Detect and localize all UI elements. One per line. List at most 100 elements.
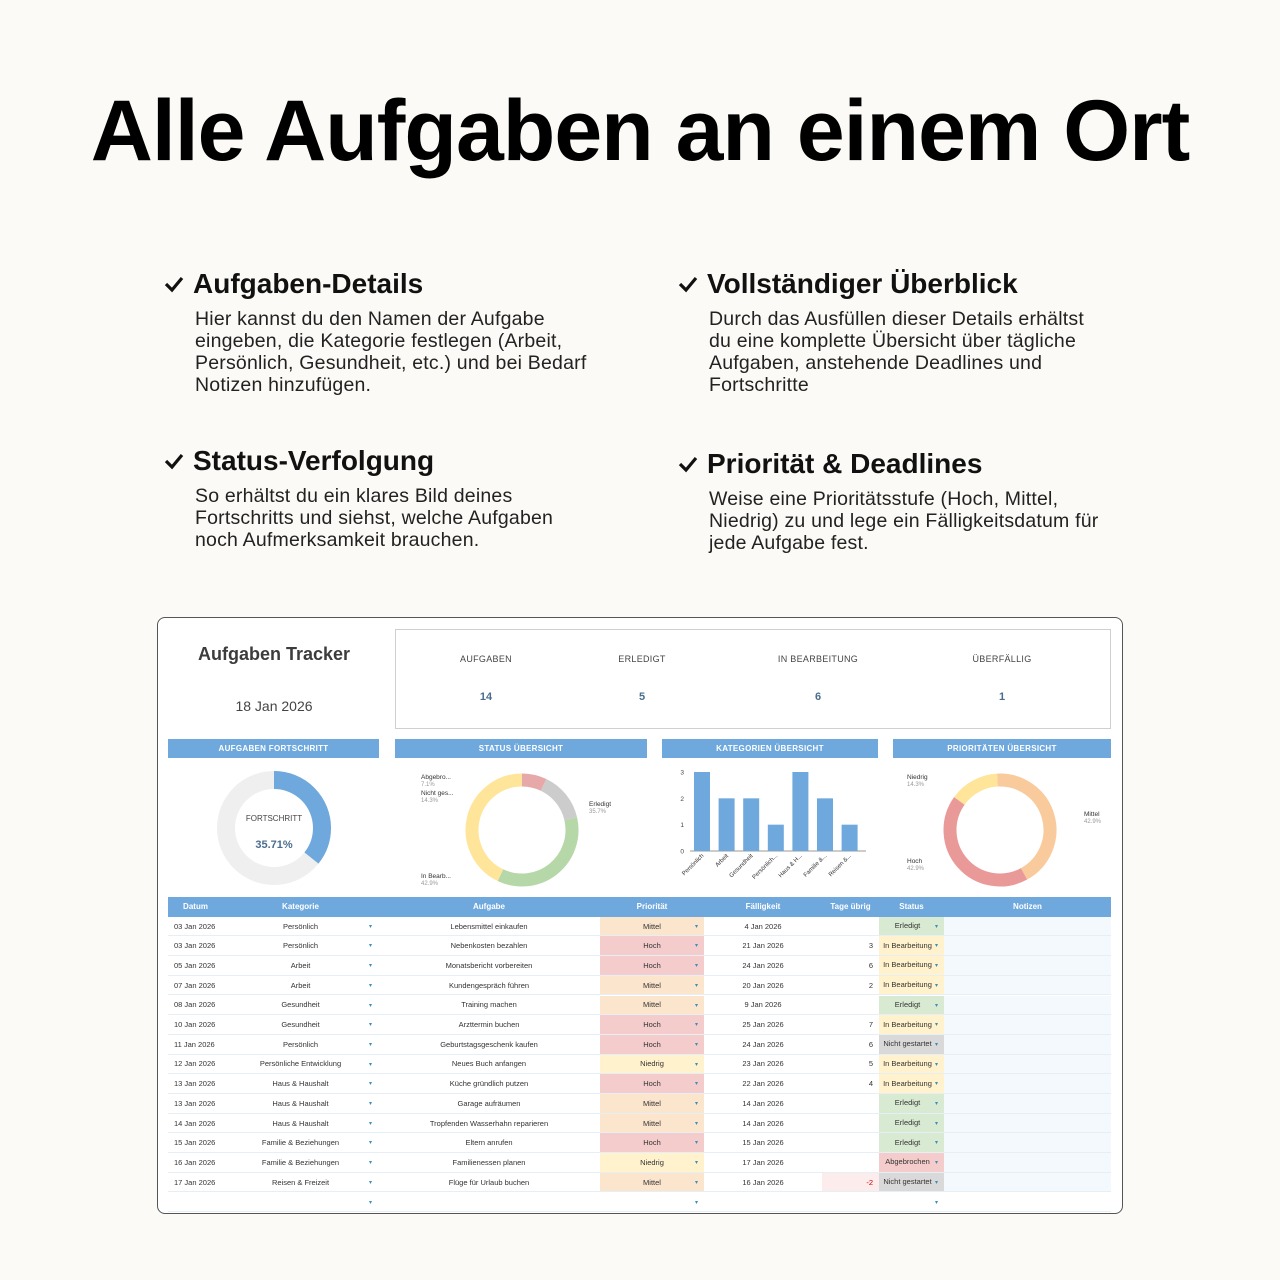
dropdown-arrow-icon[interactable]: ▾ [695, 1061, 699, 1068]
dropdown-arrow-icon[interactable]: ▾ [695, 1022, 699, 1029]
cell-prioritaet[interactable]: Mittel [600, 995, 704, 1015]
dropdown-arrow-icon[interactable]: ▾ [369, 1120, 373, 1127]
cell-kategorie[interactable]: Haus & Haushalt [272, 1079, 329, 1089]
cell-prioritaet[interactable]: Mittel [600, 1094, 704, 1113]
dropdown-arrow-icon[interactable]: ▾ [369, 1002, 373, 1009]
cell-status[interactable]: Erledigt [879, 1094, 944, 1113]
dropdown-arrow-icon[interactable]: ▾ [369, 1061, 373, 1068]
cell-status[interactable]: In Bearbeitung [879, 1054, 944, 1074]
cell-status[interactable]: Abgebrochen [879, 1153, 944, 1172]
cell-kategorie[interactable]: Persönlich [282, 941, 319, 951]
cell-prioritaet[interactable]: Hoch [600, 1074, 704, 1093]
dropdown-arrow-icon[interactable]: ▾ [935, 1120, 939, 1127]
cell-status[interactable]: Erledigt [879, 1113, 944, 1133]
dropdown-arrow-icon[interactable]: ▾ [695, 963, 699, 970]
cell-notizen[interactable] [944, 995, 1111, 1015]
table-row-empty[interactable]: ▾ ▾ ▾ [168, 1193, 1111, 1213]
dropdown-arrow-icon[interactable]: ▾ [369, 923, 373, 930]
cell-kategorie[interactable]: Persönlich [282, 1039, 319, 1049]
dropdown-arrow-icon[interactable]: ▾ [369, 1179, 373, 1186]
dropdown-arrow-icon[interactable]: ▾ [935, 1101, 939, 1107]
dropdown-arrow-icon[interactable]: ▾ [369, 1041, 373, 1048]
dropdown-arrow-icon[interactable]: ▾ [369, 982, 373, 989]
dropdown-arrow-icon[interactable]: ▾ [369, 1199, 373, 1206]
cell-notizen[interactable] [944, 1034, 1111, 1054]
cell-status[interactable]: In Bearbeitung [879, 1074, 944, 1093]
cell-status[interactable]: In Bearbeitung [879, 1015, 944, 1034]
cell-status[interactable]: In Bearbeitung [879, 956, 944, 975]
dropdown-arrow-icon[interactable]: ▾ [369, 1081, 373, 1088]
cell-notizen[interactable] [944, 956, 1111, 975]
cell-prioritaet[interactable]: Hoch [600, 1015, 704, 1034]
dropdown-arrow-icon[interactable]: ▾ [695, 982, 699, 989]
cell-kategorie[interactable]: Haus & Haushalt [272, 1118, 329, 1128]
dropdown-arrow-icon[interactable]: ▾ [695, 1120, 699, 1127]
dropdown-arrow-icon[interactable]: ▾ [695, 1179, 699, 1186]
dropdown-arrow-icon[interactable]: ▾ [695, 1041, 699, 1048]
cell-prioritaet[interactable]: Niedrig [600, 1153, 704, 1172]
cell-kategorie[interactable]: Gesundheit [281, 1020, 320, 1030]
cell-kategorie[interactable]: Familie & Beziehungen [261, 1138, 340, 1148]
dropdown-arrow-icon[interactable]: ▾ [935, 1002, 939, 1009]
cell-notizen[interactable] [944, 1153, 1111, 1172]
cell-status[interactable]: Erledigt [879, 916, 944, 936]
dropdown-arrow-icon[interactable]: ▾ [695, 1160, 699, 1167]
dropdown-arrow-icon[interactable]: ▾ [935, 1022, 939, 1029]
dropdown-arrow-icon[interactable]: ▾ [935, 1179, 939, 1186]
cell-status[interactable]: In Bearbeitung [879, 975, 944, 995]
dropdown-arrow-icon[interactable]: ▾ [935, 1041, 939, 1048]
dropdown-arrow-icon[interactable]: ▾ [935, 1160, 939, 1167]
cell-notizen[interactable] [944, 1133, 1111, 1153]
dropdown-arrow-icon[interactable]: ▾ [369, 1140, 373, 1147]
cell-notizen[interactable] [944, 1054, 1111, 1074]
cell-prioritaet[interactable]: Hoch [600, 936, 704, 956]
cell-prioritaet[interactable]: Hoch [600, 1133, 704, 1153]
cell-kategorie[interactable]: Haus & Haushalt [272, 1098, 329, 1108]
dropdown-arrow-icon[interactable]: ▾ [695, 1002, 699, 1009]
cell-notizen[interactable] [944, 916, 1111, 936]
cell-status[interactable]: Nicht gestartet [879, 1034, 944, 1054]
cell-prioritaet[interactable]: Hoch [600, 956, 704, 975]
cell-kategorie[interactable]: Arbeit [290, 960, 311, 970]
dropdown-arrow-icon[interactable]: ▾ [695, 1101, 699, 1107]
cell-kategorie[interactable]: Familie & Beziehungen [261, 1157, 340, 1167]
cell-status[interactable]: Erledigt [879, 1133, 944, 1153]
dropdown-arrow-icon[interactable]: ▾ [369, 1022, 373, 1029]
cell-notizen[interactable] [944, 1074, 1111, 1093]
cell-notizen[interactable] [944, 1094, 1111, 1113]
dropdown-arrow-icon[interactable]: ▾ [695, 923, 699, 930]
cell-kategorie[interactable]: Persönlich [282, 921, 319, 931]
dropdown-arrow-icon[interactable]: ▾ [695, 943, 699, 950]
dropdown-arrow-icon[interactable]: ▾ [935, 943, 939, 950]
cell-kategorie[interactable]: Persönliche Entwicklung [259, 1059, 342, 1069]
dropdown-arrow-icon[interactable]: ▾ [935, 982, 939, 989]
dropdown-arrow-icon[interactable]: ▾ [935, 923, 939, 930]
dropdown-arrow-icon[interactable]: ▾ [935, 963, 939, 970]
cell-prioritaet[interactable]: Mittel [600, 975, 704, 995]
dropdown-arrow-icon[interactable]: ▾ [369, 943, 373, 950]
dropdown-arrow-icon[interactable]: ▾ [935, 1081, 939, 1088]
cell-status[interactable]: In Bearbeitung [879, 936, 944, 956]
cell-status[interactable]: Nicht gestartet [879, 1172, 944, 1192]
dropdown-arrow-icon[interactable]: ▾ [369, 1101, 373, 1107]
dropdown-arrow-icon[interactable]: ▾ [695, 1199, 699, 1206]
cell-kategorie[interactable]: Arbeit [290, 980, 311, 990]
dropdown-arrow-icon[interactable]: ▾ [695, 1081, 699, 1088]
dropdown-arrow-icon[interactable]: ▾ [695, 1140, 699, 1147]
cell-notizen[interactable] [944, 936, 1111, 956]
cell-notizen[interactable] [944, 975, 1111, 995]
dropdown-arrow-icon[interactable]: ▾ [369, 1160, 373, 1167]
dropdown-arrow-icon[interactable]: ▾ [935, 1140, 939, 1147]
dropdown-arrow-icon[interactable]: ▾ [369, 963, 373, 970]
cell-notizen[interactable] [944, 1113, 1111, 1133]
cell-prioritaet[interactable]: Niedrig [600, 1054, 704, 1074]
cell-notizen[interactable] [944, 1172, 1111, 1192]
cell-status[interactable]: Erledigt [879, 995, 944, 1015]
dropdown-arrow-icon[interactable]: ▾ [935, 1061, 939, 1068]
dropdown-arrow-icon[interactable]: ▾ [935, 1199, 939, 1206]
cell-kategorie[interactable]: Reisen & Freizeit [271, 1177, 330, 1187]
cell-prioritaet[interactable]: Mittel [600, 916, 704, 936]
cell-prioritaet[interactable]: Hoch [600, 1034, 704, 1054]
cell-notizen[interactable] [944, 1015, 1111, 1034]
cell-kategorie[interactable]: Gesundheit [281, 1000, 320, 1010]
